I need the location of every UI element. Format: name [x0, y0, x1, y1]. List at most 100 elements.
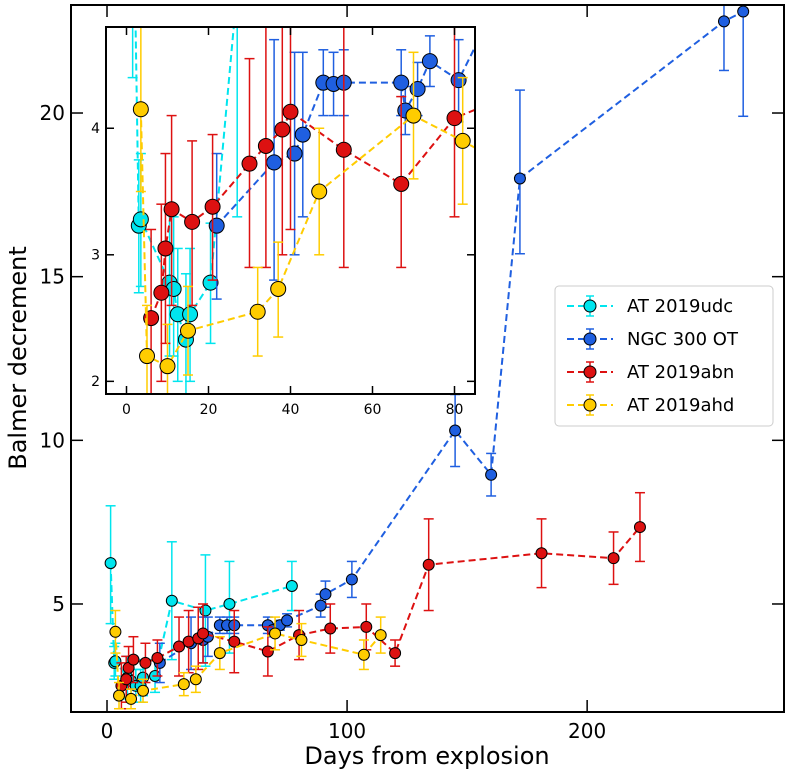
main-data-point-at-2019abn — [389, 647, 402, 660]
legend-box — [554, 285, 774, 427]
inset-data-point-at-2019ahd — [180, 322, 196, 339]
legend-label-at-2019abn: AT 2019abn — [627, 362, 734, 383]
inset-data-point-at-2019abn — [153, 284, 170, 301]
inset-axis-ticks: 0 20 40 60 80 2 3 4 — [91, 27, 475, 418]
legend-marker-at-2019ahd — [583, 398, 597, 412]
inset-y-tick-label: 3 — [91, 248, 100, 264]
main-data-point-at-2019ahd — [213, 647, 226, 660]
inset-data-point-at-2019udc — [182, 306, 199, 323]
legend-label-ngc-300-ot: NGC 300 OT — [627, 329, 739, 350]
main-data-point-ngc-300-ot — [345, 573, 358, 586]
main-data-point-at-2019abn — [360, 620, 373, 633]
inset-data-point-at-2019ahd — [405, 107, 422, 124]
inset-data-point-at-2019abn — [335, 141, 352, 158]
main-data-point-ngc-300-ot — [485, 468, 498, 481]
inset-plot-area — [127, 27, 573, 394]
inset-x-tick-label: 60 — [364, 402, 382, 418]
inset-data-point-at-2019udc — [132, 211, 149, 228]
inset-data-point-ngc-300-ot — [286, 145, 303, 162]
main-data-point-ngc-300-ot — [737, 5, 750, 18]
main-plot-area — [104, 5, 750, 710]
main-data-point-at-2019ahd — [113, 689, 126, 702]
main-data-point-ngc-300-ot — [281, 614, 294, 627]
inset-data-point-at-2019abn — [204, 198, 221, 215]
inset-data-point-ngc-300-ot — [450, 72, 467, 89]
main-data-point-at-2019ahd — [269, 627, 282, 640]
main-data-point-at-2019ahd — [189, 673, 202, 686]
x-axis-label: Days from explosion — [304, 742, 549, 770]
inset-data-point-at-2019abn — [446, 110, 463, 127]
main-data-point-at-2019abn — [151, 651, 164, 664]
main-data-point-at-2019abn — [173, 640, 186, 653]
main-data-point-at-2019abn — [139, 656, 152, 669]
inset-data-point-at-2019ahd — [132, 101, 149, 118]
inset-y-tick-label: 4 — [91, 121, 100, 137]
inset-data-point-ngc-300-ot — [266, 154, 283, 171]
main-axis-ticks: 0 100 200 5 10 15 20 — [40, 5, 784, 743]
inset-data-point-at-2019abn — [282, 103, 299, 120]
main-data-point-at-2019ahd — [295, 633, 308, 646]
inset-data-point-at-2019ahd — [249, 303, 266, 320]
inset-data-point-at-2019abn — [274, 121, 291, 138]
legend-marker-at-2019udc — [583, 299, 597, 313]
main-data-point-at-2019ahd — [374, 629, 387, 642]
main-data-point-ngc-300-ot — [319, 588, 332, 601]
main-axes-frame — [70, 4, 785, 713]
inset-data-point-ngc-300-ot — [393, 74, 410, 91]
main-data-point-at-2019ahd — [177, 678, 190, 691]
inset-x-tick-label: 20 — [200, 402, 218, 418]
inset-data-point-at-2019ahd — [139, 348, 155, 365]
main-y-tick-label: 10 — [40, 428, 65, 452]
inset-data-point-ngc-300-ot — [421, 53, 438, 70]
main-y-tick-label: 15 — [40, 265, 65, 289]
inset-data-point-ngc-300-ot — [294, 126, 311, 143]
inset-data-point-at-2019abn — [500, 89, 515, 104]
legend-marker-ngc-300-ot — [583, 332, 597, 346]
main-y-tick-label: 5 — [52, 592, 65, 616]
main-data-point-at-2019ahd — [357, 648, 370, 661]
main-data-point-at-2019udc — [285, 579, 298, 592]
inset-data-point-at-2019abn — [257, 137, 274, 154]
main-data-point-at-2019abn — [535, 547, 548, 560]
main-data-point-at-2019ahd — [109, 625, 122, 638]
main-data-point-at-2019ahd — [125, 692, 138, 705]
main-data-point-at-2019udc — [223, 597, 236, 610]
inset-x-tick-label: 40 — [282, 402, 300, 418]
main-data-point-ngc-300-ot — [717, 15, 730, 28]
main-data-point-ngc-300-ot — [314, 599, 327, 612]
inset-y-tick-label: 2 — [91, 374, 100, 390]
inset-data-point-at-2019abn — [163, 201, 180, 218]
main-data-point-at-2019abn — [633, 521, 646, 534]
legend-label-at-2019udc: AT 2019udc — [627, 296, 733, 317]
inset-x-tick-label: 80 — [446, 402, 464, 418]
inset-data-point-at-2019ahd — [270, 280, 287, 297]
inset-data-point-at-2019abn — [241, 155, 258, 172]
legend-marker-at-2019abn — [583, 365, 597, 379]
main-data-point-at-2019abn — [607, 552, 620, 565]
inset-data-point-ngc-300-ot — [208, 217, 225, 234]
inset-data-point-at-2019abn — [393, 175, 410, 192]
main-data-point-at-2019abn — [422, 558, 435, 571]
main-data-point-at-2019abn — [261, 645, 274, 658]
main-y-tick-label: 20 — [40, 101, 65, 125]
legend: AT 2019udc NGC 300 OT AT 2019abn AT 2019ahd — [554, 285, 774, 427]
inset-x-tick-label: 0 — [122, 402, 131, 418]
inset-data-point-at-2019ahd — [311, 183, 328, 200]
main-data-point-at-2019udc — [104, 557, 117, 570]
main-series-line-at-2019abn — [120, 526, 641, 687]
main-data-point-ngc-300-ot — [513, 172, 526, 185]
y-axis-label: Balmer decrement — [4, 246, 32, 470]
main-data-point-at-2019abn — [127, 653, 140, 666]
inset-data-point-ngc-300-ot — [409, 81, 426, 98]
main-data-point-at-2019abn — [228, 635, 241, 648]
inset-data-point-at-2019ahd — [454, 132, 471, 149]
main-data-point-ngc-300-ot — [449, 424, 462, 437]
legend-label-at-2019ahd: AT 2019ahd — [627, 395, 734, 416]
main-x-tick-label: 200 — [568, 719, 606, 743]
inset-data-point-at-2019ahd — [558, 190, 573, 205]
inset-series-line-at-2019ahd — [139, 109, 475, 368]
inset-data-point-at-2019ahd — [159, 358, 176, 375]
main-data-point-at-2019abn — [197, 627, 210, 640]
main-x-tick-label: 100 — [328, 719, 366, 743]
